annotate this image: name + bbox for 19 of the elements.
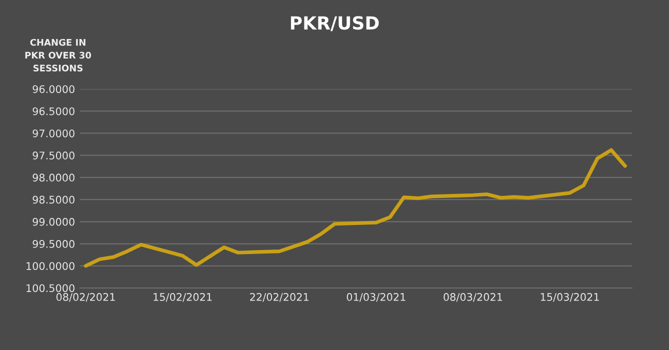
y-tick-label: 96.0000	[32, 85, 74, 94]
chart-title: PKR/USD	[290, 16, 379, 32]
x-tick-label: 15/03/2021	[540, 293, 599, 302]
y-tick-label: 98.5000	[32, 196, 74, 204]
y-tick-label: 98.0000	[32, 174, 74, 182]
line-series	[84, 148, 627, 268]
y-tick-label: 100.5000	[26, 284, 74, 292]
y-tick-label: 99.5000	[32, 240, 74, 248]
x-tick-label: 01/03/2021	[346, 293, 406, 302]
y-tick-label: 99.0000	[32, 218, 74, 226]
y-axis-title: CHANGE IN PKR OVER 30 SESSIONS	[25, 38, 92, 72]
x-tick-label: 08/02/2021	[56, 293, 115, 302]
y-tick-label: 97.0000	[32, 129, 74, 138]
y-tick-label: 100.0000	[26, 262, 74, 270]
y-tick-label: 97.5000	[32, 152, 74, 160]
x-tick-label: 15/02/2021	[154, 293, 212, 302]
x-tick-label: 08/03/2021	[444, 293, 502, 302]
y-tick-label: 96.5000	[32, 107, 74, 116]
x-tick-label: 22/02/2021	[250, 293, 308, 302]
